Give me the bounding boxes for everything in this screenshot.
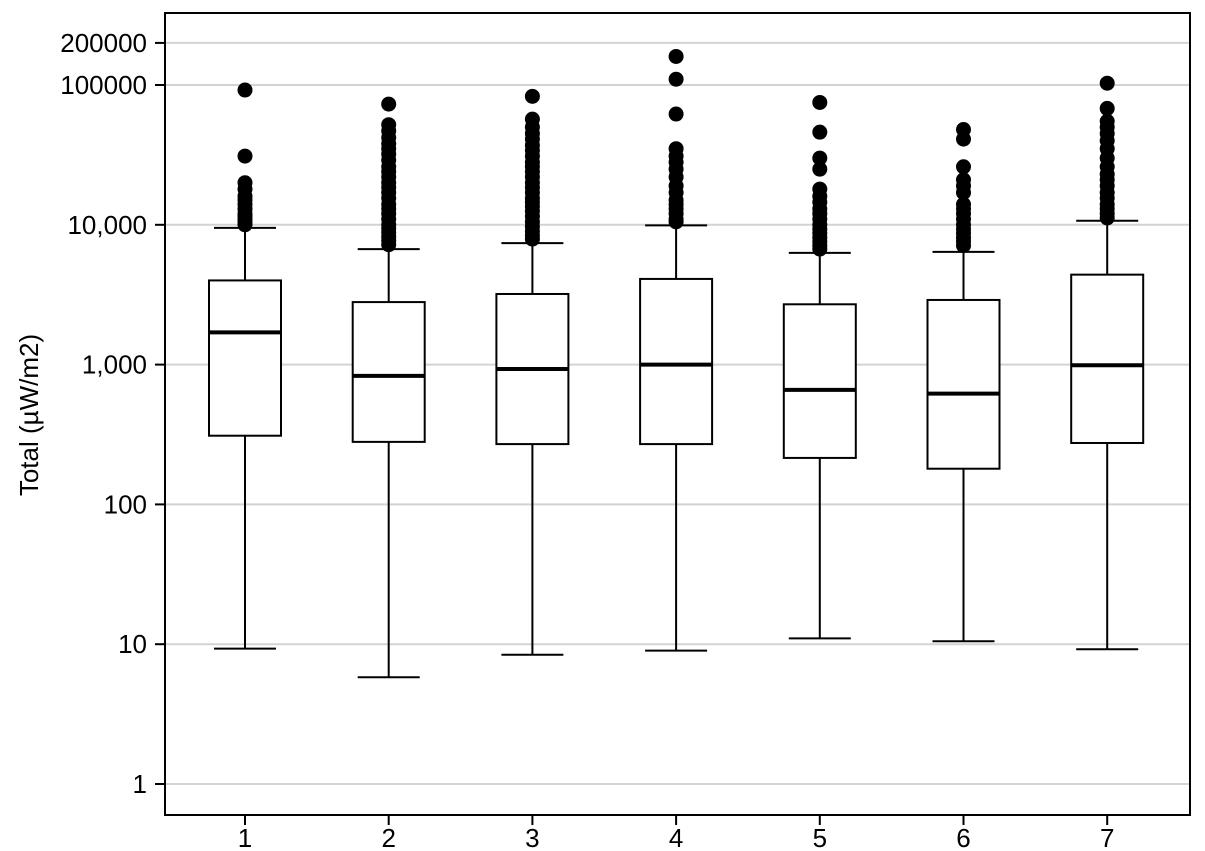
- outlier-point: [237, 82, 253, 98]
- x-tick-label: 3: [525, 823, 539, 851]
- outlier-point: [956, 185, 971, 201]
- x-tick-label: 6: [956, 823, 970, 851]
- x-axis: 1 2 3 4 5 6 7: [238, 815, 1114, 851]
- y-tick-label: 1: [133, 769, 147, 799]
- outlier-point: [812, 124, 828, 140]
- plot-frame: [164, 12, 1191, 816]
- x-tick-label: 7: [1100, 823, 1114, 851]
- outlier-point: [956, 131, 971, 147]
- box-group-7: [1070, 75, 1145, 651]
- iqr-box: [782, 303, 857, 459]
- y-tick-label: 100: [104, 489, 147, 519]
- outlier-point: [381, 96, 397, 112]
- outlier-point: [668, 106, 684, 122]
- outlier-point: [524, 88, 540, 104]
- outlier-point: [1099, 100, 1115, 116]
- x-tick-label: 2: [381, 823, 395, 851]
- outlier-point: [812, 161, 828, 177]
- outlier-point: [1099, 210, 1115, 226]
- outlier-point: [812, 150, 828, 166]
- box-group-2: [351, 96, 426, 679]
- outlier-point: [812, 241, 828, 257]
- outlier-point: [237, 217, 253, 233]
- outlier-point: [381, 237, 397, 253]
- outlier-point: [524, 231, 540, 247]
- iqr-box: [1070, 273, 1145, 444]
- iqr-box: [351, 301, 426, 443]
- x-tick-label: 1: [238, 823, 252, 851]
- y-tick-label: 1,000: [82, 350, 147, 380]
- y-tick-label: 10: [118, 629, 147, 659]
- box-group-4: [639, 48, 714, 652]
- y-tick-label: 100000: [60, 70, 147, 100]
- box-group-6: [926, 122, 1001, 643]
- outlier-point: [956, 238, 971, 254]
- x-tick-label: 5: [813, 823, 827, 851]
- outlier-point: [668, 214, 684, 230]
- outlier-point: [1099, 75, 1115, 91]
- x-tick-label: 4: [669, 823, 683, 851]
- iqr-box: [926, 298, 1001, 470]
- y-tick-label: 200000: [60, 28, 147, 58]
- outlier-point: [812, 94, 828, 110]
- y-tick-label: 10,000: [67, 210, 147, 240]
- box-plot-series: [208, 48, 1145, 679]
- box-group-3: [495, 88, 570, 656]
- iqr-box: [208, 279, 282, 437]
- outlier-point: [956, 159, 971, 175]
- y-axis-title: Total (µW/m2): [14, 334, 44, 496]
- outlier-point: [668, 71, 684, 87]
- box-group-1: [208, 82, 282, 650]
- box-group-5: [782, 94, 857, 640]
- outlier-point: [237, 148, 253, 164]
- y-axis: 1 10 100 1,000 10,000 100000 200000: [60, 28, 165, 799]
- outlier-point: [668, 48, 684, 64]
- iqr-box: [639, 277, 714, 446]
